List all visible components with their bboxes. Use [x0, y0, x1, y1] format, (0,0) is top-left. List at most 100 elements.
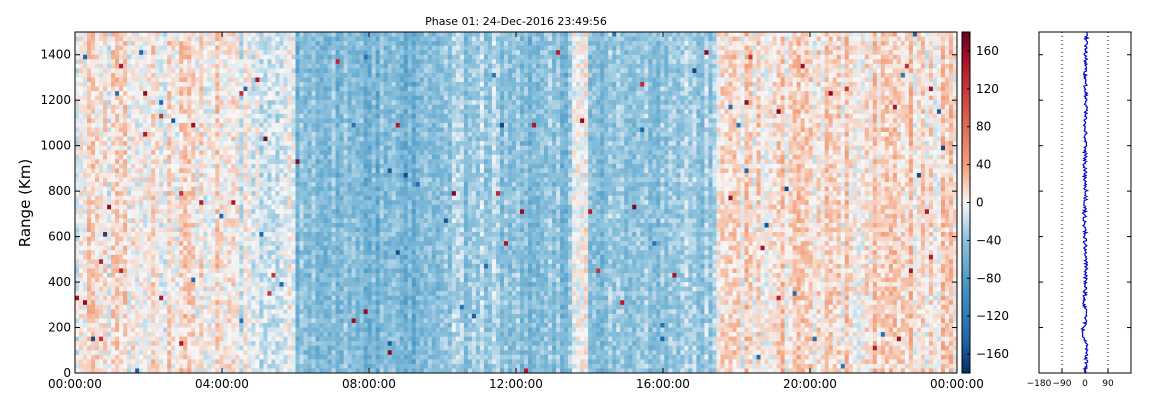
- heatmap-cell: [327, 291, 332, 297]
- heatmap-cell: [331, 359, 336, 365]
- heatmap-cell: [79, 291, 84, 297]
- heatmap-cell: [91, 304, 96, 310]
- heatmap-cell: [303, 122, 308, 128]
- heatmap-cell: [327, 263, 332, 269]
- heatmap-cell: [211, 177, 216, 183]
- heatmap-cell: [339, 159, 345, 165]
- heatmap-cell: [223, 109, 228, 115]
- heatmap-cell: [303, 318, 308, 324]
- heatmap-cell: [139, 45, 144, 51]
- heatmap-cell: [319, 245, 324, 251]
- heatmap-cell: [183, 245, 188, 251]
- heatmap-cell: [319, 72, 324, 78]
- heatmap-cell: [159, 236, 164, 242]
- heatmap-cell: [247, 250, 252, 256]
- heatmap-cell: [195, 109, 200, 115]
- heatmap-cell: [215, 304, 220, 310]
- heatmap-cell: [227, 50, 232, 56]
- heatmap-cell: [127, 250, 132, 256]
- heatmap-cell: [79, 163, 84, 169]
- heatmap-cell: [103, 304, 108, 310]
- heatmap-cell: [311, 159, 316, 165]
- heatmap-cell: [263, 113, 268, 119]
- heatmap-cell: [203, 145, 208, 151]
- heatmap-cell: [199, 136, 204, 142]
- heatmap-cell: [151, 172, 156, 178]
- heatmap-cell: [103, 122, 108, 128]
- heatmap-cell: [111, 204, 116, 210]
- heatmap-cell: [151, 363, 156, 369]
- heatmap-cell: [179, 177, 184, 183]
- heatmap-cell: [323, 350, 328, 356]
- heatmap-cell: [127, 268, 132, 274]
- heatmap-cell: [135, 113, 140, 119]
- heatmap-cell: [219, 41, 224, 47]
- heatmap-cell: [227, 100, 232, 106]
- heatmap-cell: [103, 36, 108, 42]
- heatmap-cell: [183, 50, 188, 56]
- heatmap-cell: [283, 86, 288, 92]
- heatmap-cell: [107, 318, 112, 324]
- heatmap-cell: [199, 272, 204, 278]
- heatmap-cell: [195, 91, 200, 97]
- heatmap-cell: [79, 122, 84, 128]
- heatmap-cell: [331, 236, 336, 242]
- heatmap-cell: [175, 59, 180, 65]
- heatmap-cell: [215, 209, 220, 215]
- heatmap-cell: [151, 54, 156, 60]
- heatmap-cell: [195, 218, 200, 224]
- heatmap-cell: [251, 104, 256, 110]
- heatmap-cell: [139, 113, 144, 119]
- heatmap-cell: [335, 122, 340, 128]
- heatmap-cell: [99, 245, 104, 251]
- heatmap-cell: [139, 109, 144, 115]
- heatmap-cell: [319, 213, 324, 219]
- heatmap-cell: [179, 163, 184, 169]
- heatmap-cell: [111, 118, 116, 124]
- heatmap-cell: [151, 200, 156, 206]
- heatmap-cell: [175, 113, 180, 119]
- heatmap-cell: [179, 218, 184, 224]
- heatmap-cell: [215, 63, 220, 69]
- heatmap-cell: [91, 259, 96, 265]
- heatmap-cell: [247, 286, 252, 292]
- heatmap-cell: [79, 132, 84, 137]
- heatmap-cell: [83, 368, 88, 374]
- heatmap-cell: [307, 295, 312, 301]
- heatmap-cell: [175, 86, 180, 92]
- heatmap-cell: [327, 118, 332, 124]
- heatmap-cell: [155, 286, 160, 292]
- heatmap-cell: [331, 195, 336, 201]
- heatmap-cell: [95, 354, 100, 360]
- heatmap-cell: [143, 36, 148, 42]
- heatmap-cell: [255, 209, 260, 215]
- heatmap-cell: [91, 363, 96, 369]
- heatmap-cell: [335, 309, 340, 315]
- heatmap-cell: [303, 213, 308, 219]
- heatmap-cell: [219, 50, 224, 56]
- heatmap-cell: [251, 77, 256, 83]
- heatmap-cell: [159, 359, 164, 365]
- heatmap-cell: [123, 332, 128, 338]
- heatmap-cell: [267, 72, 272, 78]
- heatmap-cell: [307, 277, 312, 283]
- heatmap-cell: [115, 345, 120, 351]
- heatmap-cell: [95, 227, 100, 233]
- heatmap-cell: [239, 136, 244, 142]
- heatmap-cell: [239, 172, 244, 178]
- heatmap-cell: [103, 41, 108, 47]
- heatmap-cell: [255, 168, 260, 174]
- heatmap-cell: [171, 41, 176, 47]
- heatmap-cell: [311, 304, 316, 310]
- heatmap-cell: [99, 318, 104, 324]
- heatmap-cell: [195, 159, 200, 165]
- heatmap-cell: [307, 168, 312, 174]
- heatmap-cell: [139, 350, 144, 356]
- heatmap-cell: [95, 345, 100, 351]
- heatmap-cell: [179, 272, 184, 278]
- heatmap-cell: [263, 236, 268, 242]
- heatmap-cell: [79, 95, 84, 101]
- heatmap-cell: [303, 322, 308, 328]
- heatmap-cell: [207, 354, 212, 360]
- heatmap-cell: [243, 336, 248, 342]
